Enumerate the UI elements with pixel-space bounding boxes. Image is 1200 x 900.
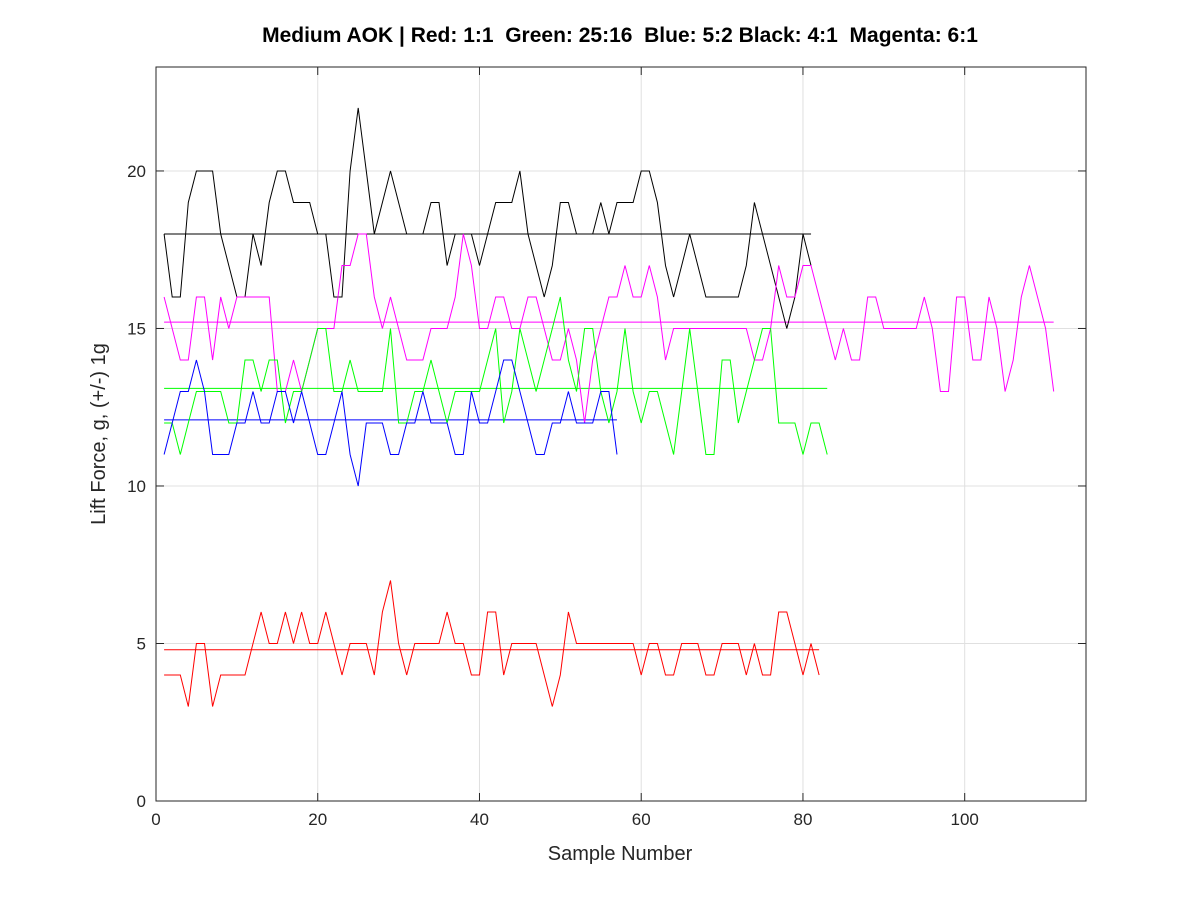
axis-ticks: 0 20 40 60 80 100 0 5 10 15 20 bbox=[127, 67, 1086, 829]
series-line-3 bbox=[163, 359, 618, 487]
x-tick-label: 80 bbox=[793, 810, 812, 829]
x-tick-label: 100 bbox=[951, 810, 979, 829]
y-tick-label: 10 bbox=[127, 477, 146, 496]
y-tick-label: 15 bbox=[127, 319, 146, 338]
y-tick-label: 0 bbox=[137, 792, 146, 811]
series-line-0 bbox=[163, 107, 812, 329]
x-tick-label: 20 bbox=[308, 810, 327, 829]
series-line-2 bbox=[164, 296, 828, 455]
y-axis-label: Lift Force, g, (+/-) 1g bbox=[88, 343, 110, 525]
chart-title: Medium AOK | Red: 1:1 Green: 25:16 Blue:… bbox=[262, 24, 978, 47]
x-tick-label: 60 bbox=[632, 810, 651, 829]
data-series bbox=[163, 107, 1055, 707]
series-line-4 bbox=[164, 580, 820, 707]
x-axis-label: Sample Number bbox=[548, 843, 693, 865]
grid-lines bbox=[155, 67, 1086, 802]
plot-area-frame bbox=[155, 66, 1087, 802]
x-tick-label: 40 bbox=[470, 810, 489, 829]
y-tick-label: 20 bbox=[127, 162, 146, 181]
y-tick-label: 5 bbox=[137, 634, 146, 653]
x-tick-label: 0 bbox=[151, 810, 160, 829]
mean-lines bbox=[164, 233, 1054, 651]
